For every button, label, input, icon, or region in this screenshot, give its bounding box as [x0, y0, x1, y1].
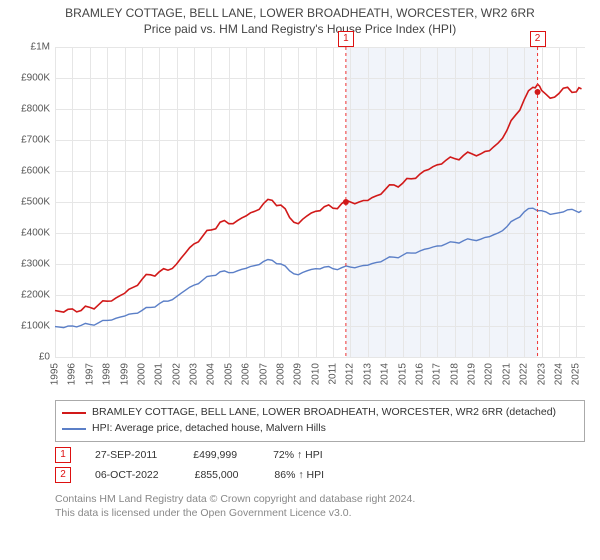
- x-tick-label: 2000: [136, 363, 147, 385]
- x-tick-label: 2002: [171, 363, 182, 385]
- x-tick-label: 2014: [380, 363, 391, 385]
- sale-row: 2 06-OCT-2022 £855,000 86% ↑ HPI: [55, 465, 324, 485]
- y-tick-label: £1M: [0, 42, 50, 53]
- sale-marker-icon: 1: [55, 447, 71, 463]
- x-tick-label: 2016: [414, 363, 425, 385]
- sale-pct-vs-hpi: 86% ↑ HPI: [274, 469, 324, 481]
- sale-row: 1 27-SEP-2011 £499,999 72% ↑ HPI: [55, 445, 324, 465]
- sale-date: 06-OCT-2022: [95, 469, 159, 481]
- x-tick-label: 2022: [519, 363, 530, 385]
- sale-marker-box: 2: [530, 31, 546, 47]
- sale-price: £855,000: [195, 469, 239, 481]
- x-tick-label: 1997: [84, 363, 95, 385]
- y-tick-label: £100K: [0, 321, 50, 332]
- chart-title-address: BRAMLEY COTTAGE, BELL LANE, LOWER BROADH…: [0, 6, 600, 20]
- x-tick-label: 1996: [67, 363, 78, 385]
- x-tick-label: 2018: [449, 363, 460, 385]
- y-tick-label: £500K: [0, 197, 50, 208]
- x-tick-label: 2019: [467, 363, 478, 385]
- legend-swatch-property: [62, 412, 86, 414]
- plot-area: 12: [55, 47, 585, 358]
- legend-label-hpi: HPI: Average price, detached house, Malv…: [92, 421, 326, 437]
- x-tick-label: 2011: [328, 363, 339, 385]
- x-tick-label: 2010: [310, 363, 321, 385]
- sales-table: 1 27-SEP-2011 £499,999 72% ↑ HPI 2 06-OC…: [55, 445, 324, 485]
- legend-swatch-hpi: [62, 428, 86, 430]
- x-tick-label: 2023: [536, 363, 547, 385]
- x-tick-label: 1995: [50, 363, 61, 385]
- x-tick-label: 1998: [102, 363, 113, 385]
- y-tick-label: £900K: [0, 73, 50, 84]
- sale-price: £499,999: [193, 449, 237, 461]
- sale-marker-box: 1: [338, 31, 354, 47]
- sale-point-marker: [343, 199, 349, 205]
- x-tick-label: 2009: [293, 363, 304, 385]
- footer-attribution: Contains HM Land Registry data © Crown c…: [55, 492, 415, 520]
- x-tick-label: 2021: [501, 363, 512, 385]
- line-series-svg: [55, 47, 585, 357]
- y-tick-label: £700K: [0, 135, 50, 146]
- chart-subtitle: Price paid vs. HM Land Registry's House …: [0, 22, 600, 36]
- x-tick-label: 2008: [275, 363, 286, 385]
- legend-item-property: BRAMLEY COTTAGE, BELL LANE, LOWER BROADH…: [62, 405, 578, 421]
- legend-item-hpi: HPI: Average price, detached house, Malv…: [62, 421, 578, 437]
- y-tick-label: £200K: [0, 290, 50, 301]
- x-tick-label: 2006: [241, 363, 252, 385]
- y-tick-label: £600K: [0, 166, 50, 177]
- y-tick-label: £400K: [0, 228, 50, 239]
- x-tick-label: 2013: [362, 363, 373, 385]
- x-tick-label: 1999: [119, 363, 130, 385]
- x-tick-label: 2020: [484, 363, 495, 385]
- x-tick-label: 2007: [258, 363, 269, 385]
- sale-date: 27-SEP-2011: [95, 449, 157, 461]
- x-tick-label: 2015: [397, 363, 408, 385]
- legend-label-property: BRAMLEY COTTAGE, BELL LANE, LOWER BROADH…: [92, 405, 556, 421]
- x-tick-label: 2001: [154, 363, 165, 385]
- legend: BRAMLEY COTTAGE, BELL LANE, LOWER BROADH…: [55, 400, 585, 442]
- sale-pct-vs-hpi: 72% ↑ HPI: [273, 449, 323, 461]
- chart: £0 £100K £200K £300K £400K £500K £600K £700K £80…: [0, 42, 600, 392]
- x-tick-label: 2012: [345, 363, 356, 385]
- x-tick-label: 2025: [571, 363, 582, 385]
- y-tick-label: £800K: [0, 104, 50, 115]
- sale-marker-icon: 2: [55, 467, 71, 483]
- y-tick-label: £300K: [0, 259, 50, 270]
- x-tick-label: 2004: [206, 363, 217, 385]
- footer-line1: Contains HM Land Registry data © Crown c…: [55, 492, 415, 506]
- x-tick-label: 2005: [223, 363, 234, 385]
- series-hpi: [55, 208, 582, 327]
- series-property: [55, 84, 582, 312]
- x-tick-label: 2017: [432, 363, 443, 385]
- x-tick-label: 2003: [189, 363, 200, 385]
- footer-line2: This data is licensed under the Open Gov…: [55, 506, 415, 520]
- x-tick-label: 2024: [553, 363, 564, 385]
- sale-point-marker: [535, 89, 541, 95]
- y-tick-label: £0: [0, 352, 50, 363]
